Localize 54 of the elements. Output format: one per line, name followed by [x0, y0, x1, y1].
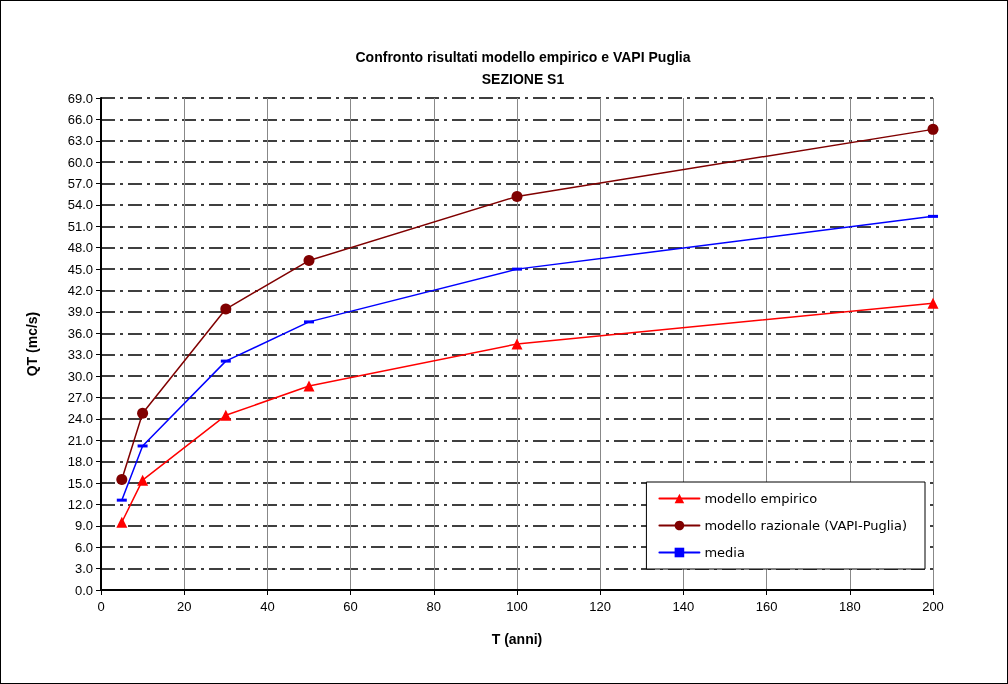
x-tick-label: 100: [506, 599, 528, 614]
y-tick-label: 54.0: [67, 197, 93, 213]
y-tick-label: 69.0: [67, 90, 93, 106]
chart-subtitle: SEZIONE S1: [481, 71, 565, 87]
y-tick-label: 66.0: [67, 111, 93, 127]
y-tick-label: 30.0: [67, 368, 93, 384]
y-tick-label: 45.0: [67, 261, 93, 277]
x-tick-label: 200: [922, 599, 944, 614]
x-tick-label: 0: [97, 599, 105, 614]
x-tick-label: 60: [343, 599, 358, 614]
y-tick-label: 51.0: [67, 218, 93, 234]
point: [303, 380, 315, 392]
legend-label: modello empirico: [704, 491, 818, 506]
y-axis-title: QT (mc/s): [24, 311, 40, 377]
legend-label: modello razionale (VAPI-Puglia): [704, 518, 908, 533]
y-tick-label: 48.0: [67, 240, 93, 256]
point: [220, 409, 232, 421]
y-tick-label: 0.0: [74, 582, 93, 598]
y-tick-label: 27.0: [67, 389, 93, 405]
x-tick-label: 120: [589, 599, 612, 614]
x-tick-label: 20: [176, 599, 192, 614]
y-tick-label: 60.0: [67, 154, 93, 170]
point: [116, 473, 128, 485]
y-tick-label: 6.0: [74, 539, 93, 555]
y-tick-label: 12.0: [67, 496, 93, 512]
y-tick-label: 36.0: [67, 325, 93, 341]
y-tick-label: 3.0: [74, 561, 93, 577]
point: [927, 123, 939, 135]
x-tick-label: 160: [755, 599, 778, 614]
point: [511, 190, 523, 202]
point: [116, 516, 128, 528]
point: [511, 338, 523, 350]
y-tick-label: 63.0: [67, 133, 93, 149]
point: [137, 407, 149, 419]
point: [137, 474, 149, 486]
x-tick-label: 140: [672, 599, 695, 614]
x-tick-label: 80: [426, 599, 442, 614]
y-tick-label: 18.0: [67, 454, 93, 470]
y-tick-label: 9.0: [74, 518, 93, 534]
point: [303, 255, 315, 267]
legend-label: media: [704, 545, 745, 560]
y-tick-label: 42.0: [67, 283, 93, 299]
point: [927, 297, 939, 309]
y-tick-label: 24.0: [67, 411, 93, 427]
x-tick-label: 40: [260, 599, 275, 614]
y-tick-label: 39.0: [67, 304, 93, 320]
y-tick-label: 15.0: [67, 475, 93, 491]
y-tick-label: 33.0: [67, 347, 93, 363]
x-tick-label: 180: [838, 599, 861, 614]
chart-title: Confronto risultati modello empirico e VAPI Puglia: [355, 49, 691, 65]
x-axis-title: T (anni): [491, 631, 543, 647]
y-tick-label: 57.0: [67, 176, 93, 192]
point: [220, 303, 232, 315]
y-tick-label: 21.0: [67, 432, 93, 448]
